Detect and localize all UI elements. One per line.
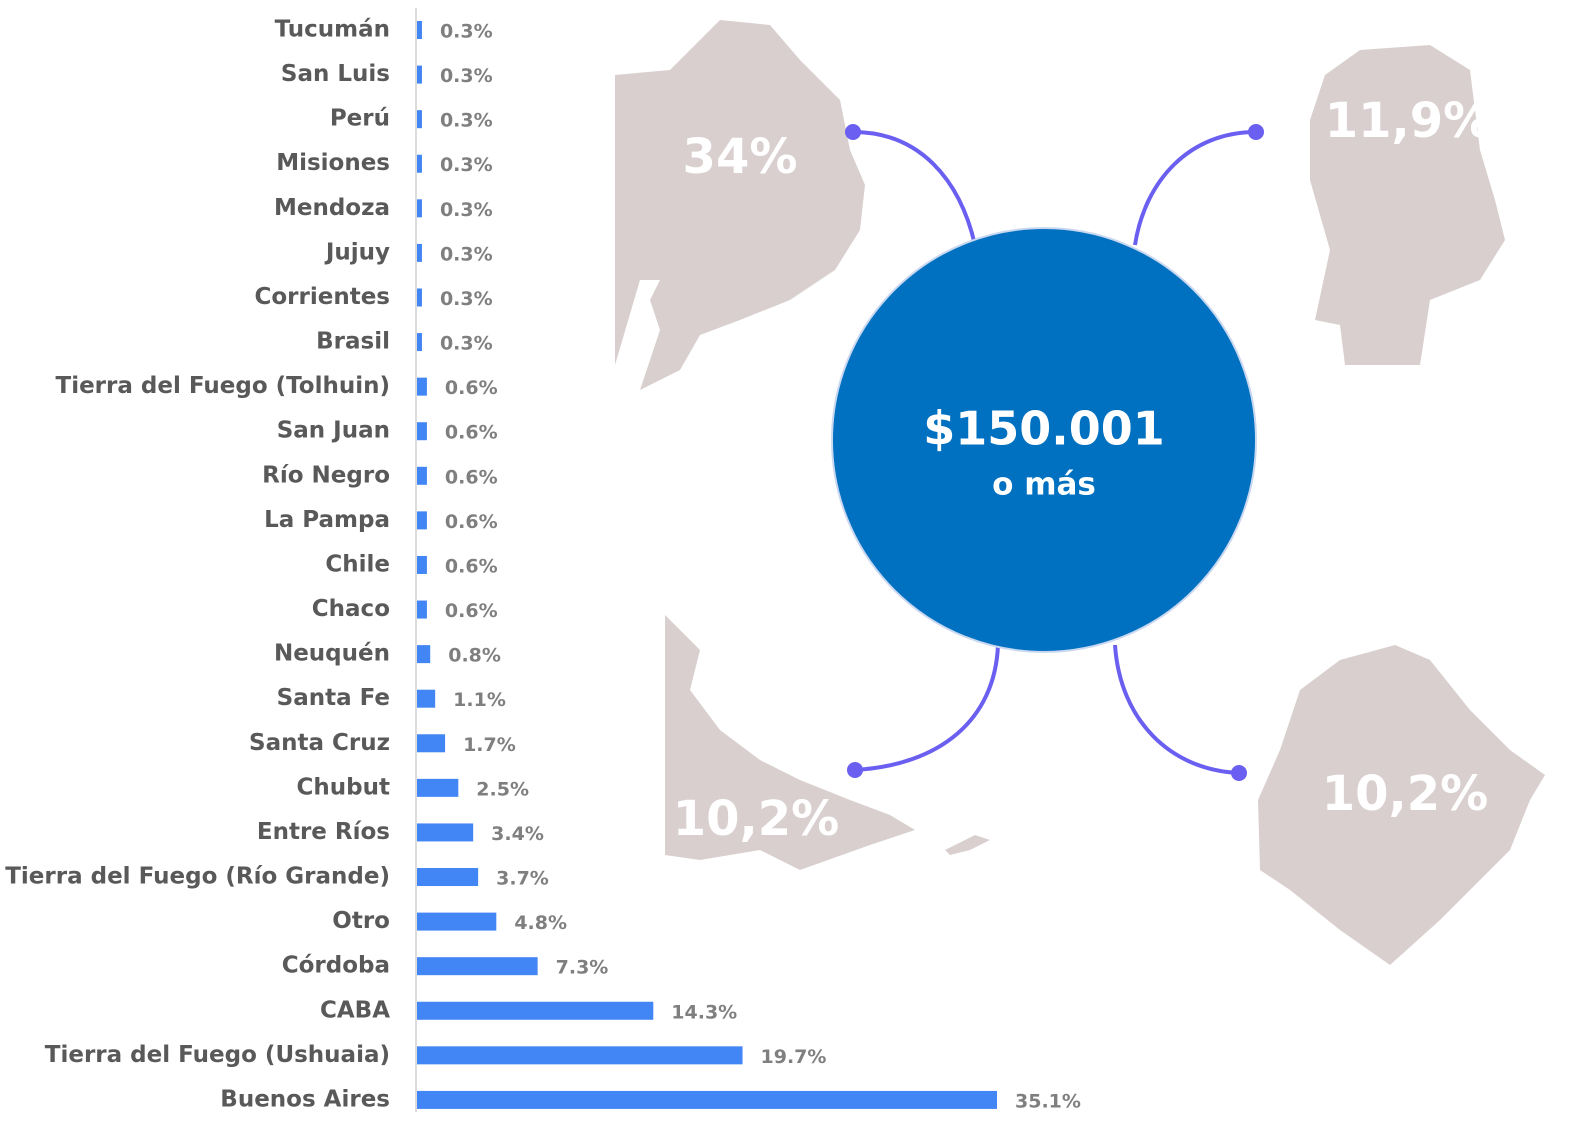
connector	[1113, 644, 1240, 775]
category-label: San Juan	[277, 418, 390, 444]
connector	[854, 644, 1000, 772]
category-label: Córdoba	[282, 953, 390, 979]
value-label: 0.6%	[445, 511, 498, 533]
bar	[417, 912, 497, 931]
value-label: 0.6%	[445, 422, 498, 444]
map-buenos-aires	[615, 20, 865, 390]
map-annotation: 10,2%	[1322, 766, 1489, 822]
bar	[417, 65, 422, 84]
map-tierra-del-fuego	[665, 615, 915, 870]
connector	[1133, 130, 1257, 246]
category-label: Mendoza	[274, 195, 390, 221]
value-label: 0.3%	[440, 154, 493, 176]
value-label: 2.5%	[476, 778, 529, 800]
value-label: 0.3%	[440, 288, 493, 310]
value-label: 0.8%	[448, 645, 501, 667]
category-label: Tierra del Fuego (Río Grande)	[5, 864, 390, 890]
connector-dot	[847, 762, 863, 778]
value-label: 0.6%	[445, 555, 498, 577]
bar	[417, 288, 422, 307]
bar	[417, 1046, 743, 1065]
value-label: 0.3%	[440, 199, 493, 221]
map-cordoba	[1310, 45, 1505, 365]
connector-dot	[1248, 124, 1264, 140]
value-label: 1.7%	[463, 734, 516, 756]
category-label: Perú	[330, 106, 390, 132]
category-label: CABA	[320, 997, 390, 1023]
bar	[417, 110, 422, 129]
bar	[417, 868, 479, 887]
category-label: Tierra del Fuego (Tolhuin)	[56, 373, 391, 399]
bar	[417, 645, 431, 664]
value-label: 0.6%	[445, 600, 498, 622]
category-label: Jujuy	[324, 239, 390, 265]
category-label: Río Negro	[262, 462, 390, 488]
bar	[417, 600, 427, 619]
category-label: Santa Cruz	[249, 730, 390, 756]
bar	[417, 154, 422, 173]
value-label: 0.6%	[445, 466, 498, 488]
bar	[417, 734, 446, 753]
category-label: Entre Ríos	[257, 819, 390, 845]
value-label: 0.3%	[440, 333, 493, 355]
map-annotation: 10,2%	[673, 791, 840, 847]
bar	[417, 778, 459, 797]
connector	[852, 130, 977, 246]
category-label: Chaco	[312, 596, 390, 622]
callout-subtitle: o más	[992, 467, 1096, 503]
bar	[417, 21, 422, 39]
callout-circle	[831, 227, 1257, 653]
value-label: 3.4%	[491, 823, 544, 845]
value-label: 0.3%	[440, 110, 493, 132]
category-label: Chile	[325, 551, 390, 577]
callout-title: $150.001	[923, 402, 1165, 456]
value-label: 0.3%	[440, 243, 493, 265]
bar	[417, 466, 427, 485]
category-label: Tierra del Fuego (Ushuaia)	[45, 1042, 390, 1068]
value-label: 1.1%	[453, 689, 506, 711]
value-label: 14.3%	[671, 1001, 737, 1023]
value-label: 0.3%	[440, 65, 493, 87]
bar	[417, 422, 427, 441]
map-tdf-islands	[945, 835, 990, 855]
bar	[417, 199, 422, 218]
category-label: San Luis	[281, 61, 390, 87]
bar	[417, 511, 427, 530]
bar	[417, 243, 422, 262]
category-label: Chubut	[297, 774, 390, 800]
bar	[417, 823, 474, 842]
value-label: 3.7%	[496, 868, 549, 890]
category-label: Buenos Aires	[220, 1086, 390, 1112]
map-annotation: 34%	[683, 129, 798, 185]
bar	[417, 333, 422, 352]
category-label: Brasil	[316, 329, 390, 355]
connector-dot	[845, 124, 861, 140]
bar	[417, 689, 436, 708]
category-label: Neuquén	[274, 641, 390, 667]
value-label: 7.3%	[556, 957, 609, 979]
value-label: 35.1%	[1015, 1090, 1081, 1112]
connector-dot	[1231, 765, 1247, 781]
category-label: Santa Fe	[277, 685, 390, 711]
value-label: 4.8%	[514, 912, 567, 934]
category-label: Misiones	[276, 150, 390, 176]
category-label: Corrientes	[254, 284, 390, 310]
category-label: Tucumán	[275, 17, 390, 43]
bar	[417, 957, 538, 976]
category-label: La Pampa	[264, 507, 390, 533]
bar	[417, 377, 427, 396]
value-label: 19.7%	[761, 1046, 827, 1068]
bar	[417, 1090, 997, 1109]
bar	[417, 555, 427, 574]
value-label: 0.3%	[440, 21, 493, 43]
category-label: Otro	[332, 908, 390, 934]
value-label: 0.6%	[445, 377, 498, 399]
map-caba	[1258, 645, 1545, 965]
map-annotation: 11,9%	[1325, 93, 1492, 149]
bar	[417, 1001, 654, 1020]
